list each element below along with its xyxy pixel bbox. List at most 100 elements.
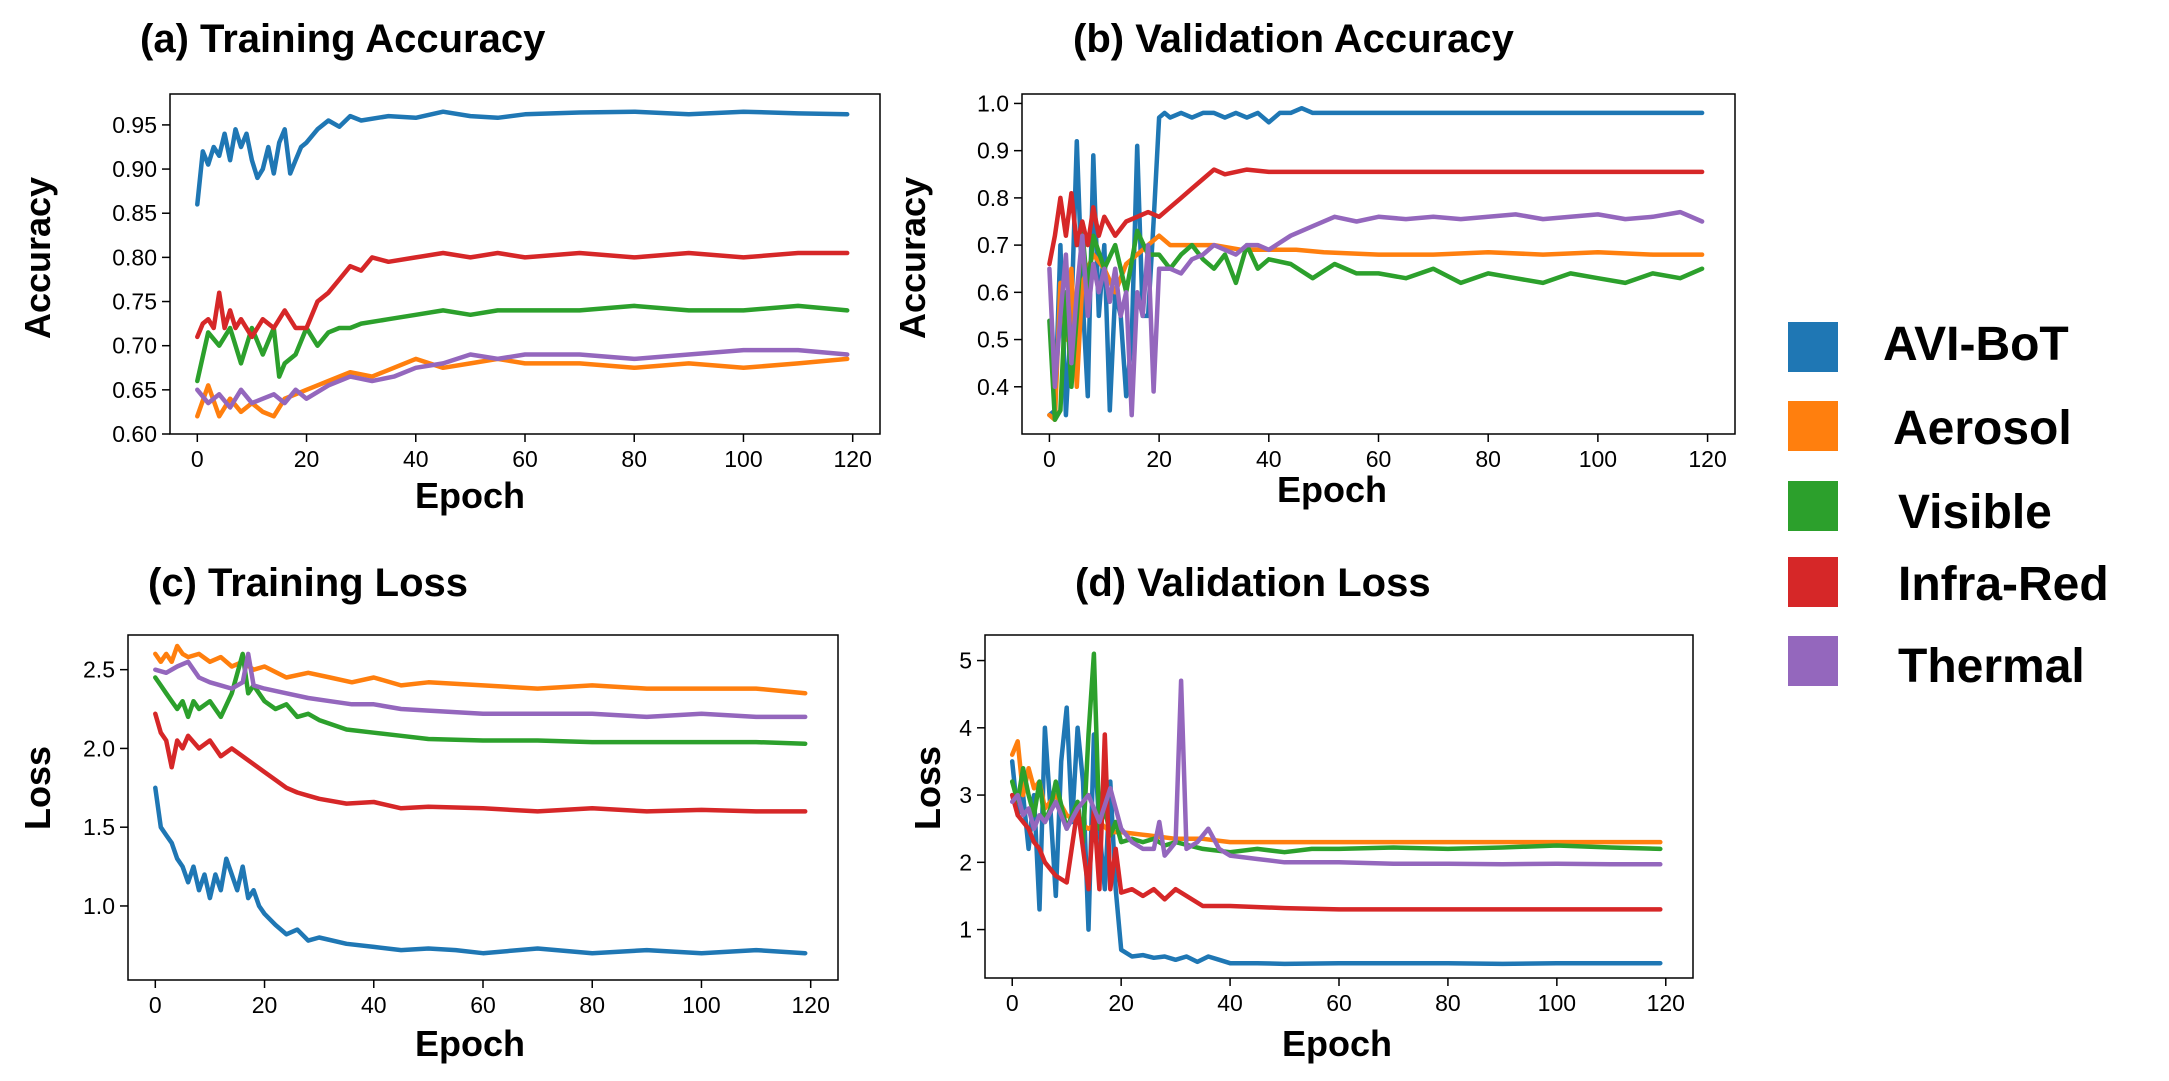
y-tick-label: 2.0 xyxy=(83,735,115,761)
series-line-thermal xyxy=(153,651,808,720)
x-tick-label: 120 xyxy=(1688,446,1726,472)
legend-swatch xyxy=(1788,481,1838,531)
y-tick-label: 1.0 xyxy=(83,893,115,919)
y-tick-label: 1.5 xyxy=(83,814,115,840)
panel-training-loss: (c) Training Loss Epoch Loss 0 20 40 60 80 10… xyxy=(17,561,839,1064)
legend-label: Visible xyxy=(1898,486,2052,539)
series-line-aerosol xyxy=(153,643,808,696)
y-tick-label: 3 xyxy=(959,782,972,808)
panel-validation-loss: (d) Validation Loss Epoch Loss 0 20 40 60 80… xyxy=(907,561,1694,1064)
panel-title: (d) Validation Loss xyxy=(1075,561,1431,605)
x-tick-label: 20 xyxy=(294,446,320,472)
plot-lines xyxy=(1009,651,1663,967)
y-axis-label: Loss xyxy=(17,746,58,830)
y-tick-label: 1 xyxy=(959,917,972,943)
plot-area xyxy=(1021,93,1736,435)
x-axis-label: Epoch xyxy=(415,475,525,516)
legend-label: Infra-Red xyxy=(1898,558,2109,611)
legend-swatch xyxy=(1788,401,1838,451)
x-tick-label: 40 xyxy=(361,992,387,1018)
x-tick-label: 80 xyxy=(621,446,647,472)
panel-title: (b) Validation Accuracy xyxy=(1073,17,1515,61)
series-line-thermal xyxy=(1047,209,1705,418)
plot-area xyxy=(984,634,1694,979)
y-tick-label: 0.5 xyxy=(977,327,1009,353)
legend-swatch xyxy=(1788,557,1838,607)
series-line-visible xyxy=(195,303,850,384)
y-tick-label: 0.70 xyxy=(112,333,157,359)
legend-swatch xyxy=(1788,322,1838,372)
series-line-infra-red xyxy=(1047,167,1705,267)
x-tick-label: 100 xyxy=(682,992,720,1018)
axis-ticks: 0 20 40 60 80 100 120 1.0 1.5 2.0 2.5 xyxy=(83,657,830,1018)
x-axis-label: Epoch xyxy=(1282,1023,1392,1064)
axis-ticks: 0 20 40 60 80 100 120 1 2 3 4 5 xyxy=(959,648,1685,1016)
x-tick-label: 120 xyxy=(792,992,830,1018)
y-tick-label: 0.80 xyxy=(112,244,157,270)
y-tick-label: 1.0 xyxy=(977,90,1009,116)
x-tick-label: 20 xyxy=(1146,446,1172,472)
x-axis-label: Epoch xyxy=(1277,469,1387,510)
x-tick-label: 0 xyxy=(191,446,204,472)
legend-item: Visible xyxy=(1788,481,2052,539)
legend-item: AVI-BoT xyxy=(1788,318,2069,372)
y-axis-label: Accuracy xyxy=(17,177,58,339)
plot-lines xyxy=(1047,105,1705,423)
y-axis-label: Accuracy xyxy=(892,177,933,339)
y-tick-label: 4 xyxy=(959,715,972,741)
legend-item: Infra-Red xyxy=(1788,557,2109,611)
legend: AVI-BoT Aerosol Visible Infra-Red Therma… xyxy=(1788,318,2109,693)
y-tick-label: 0.4 xyxy=(977,374,1009,400)
series-line-visible xyxy=(153,651,808,746)
series-line-thermal xyxy=(1009,678,1663,867)
legend-label: Thermal xyxy=(1898,640,2085,693)
panel-training-accuracy: (a) Training Accuracy Epoch Accuracy 0 20… xyxy=(17,17,881,516)
x-tick-label: 80 xyxy=(1475,446,1501,472)
series-line-avi-bot xyxy=(1047,105,1705,418)
y-tick-label: 0.6 xyxy=(977,279,1009,305)
y-axis-label: Loss xyxy=(907,746,948,830)
series-line-avi-bot xyxy=(195,109,850,207)
x-tick-label: 60 xyxy=(470,992,496,1018)
y-tick-label: 0.65 xyxy=(112,377,157,403)
x-tick-label: 60 xyxy=(1366,446,1392,472)
x-tick-label: 100 xyxy=(1538,990,1576,1016)
x-tick-label: 40 xyxy=(1256,446,1282,472)
x-axis-label: Epoch xyxy=(415,1023,525,1064)
series-line-aerosol xyxy=(195,356,850,419)
y-tick-label: 0.7 xyxy=(977,232,1009,258)
series-line-avi-bot xyxy=(153,785,808,956)
x-tick-label: 20 xyxy=(252,992,278,1018)
series-line-thermal xyxy=(195,347,850,410)
y-tick-label: 0.90 xyxy=(112,156,157,182)
legend-label: AVI-BoT xyxy=(1883,318,2069,371)
y-tick-label: 5 xyxy=(959,648,972,674)
x-tick-label: 40 xyxy=(403,446,429,472)
legend-label: Aerosol xyxy=(1893,402,2072,455)
series-line-infra-red xyxy=(1009,732,1663,912)
panel-title: (c) Training Loss xyxy=(148,561,468,605)
y-tick-label: 0.8 xyxy=(977,185,1009,211)
axis-ticks: 0 20 40 60 80 100 120 0.4 0.5 0.6 0.7 0.8 0.9 1.0 xyxy=(977,90,1727,472)
x-tick-label: 80 xyxy=(579,992,605,1018)
plot-lines xyxy=(153,643,808,956)
series-line-avi-bot xyxy=(1009,705,1663,967)
x-tick-label: 0 xyxy=(149,992,162,1018)
panel-title: (a) Training Accuracy xyxy=(140,17,546,61)
y-tick-label: 0.85 xyxy=(112,200,157,226)
y-tick-label: 2.5 xyxy=(83,657,115,683)
legend-item: Aerosol xyxy=(1788,401,2072,455)
legend-item: Thermal xyxy=(1788,636,2085,693)
y-tick-label: 2 xyxy=(959,849,972,875)
legend-swatch xyxy=(1788,636,1838,686)
x-tick-label: 120 xyxy=(1647,990,1685,1016)
y-tick-label: 0.75 xyxy=(112,289,157,315)
x-tick-label: 20 xyxy=(1108,990,1134,1016)
y-tick-label: 0.9 xyxy=(977,138,1009,164)
x-tick-label: 60 xyxy=(512,446,538,472)
plot-area xyxy=(169,93,881,435)
x-tick-label: 0 xyxy=(1043,446,1056,472)
series-line-visible xyxy=(1009,651,1663,855)
x-tick-label: 100 xyxy=(1579,446,1617,472)
